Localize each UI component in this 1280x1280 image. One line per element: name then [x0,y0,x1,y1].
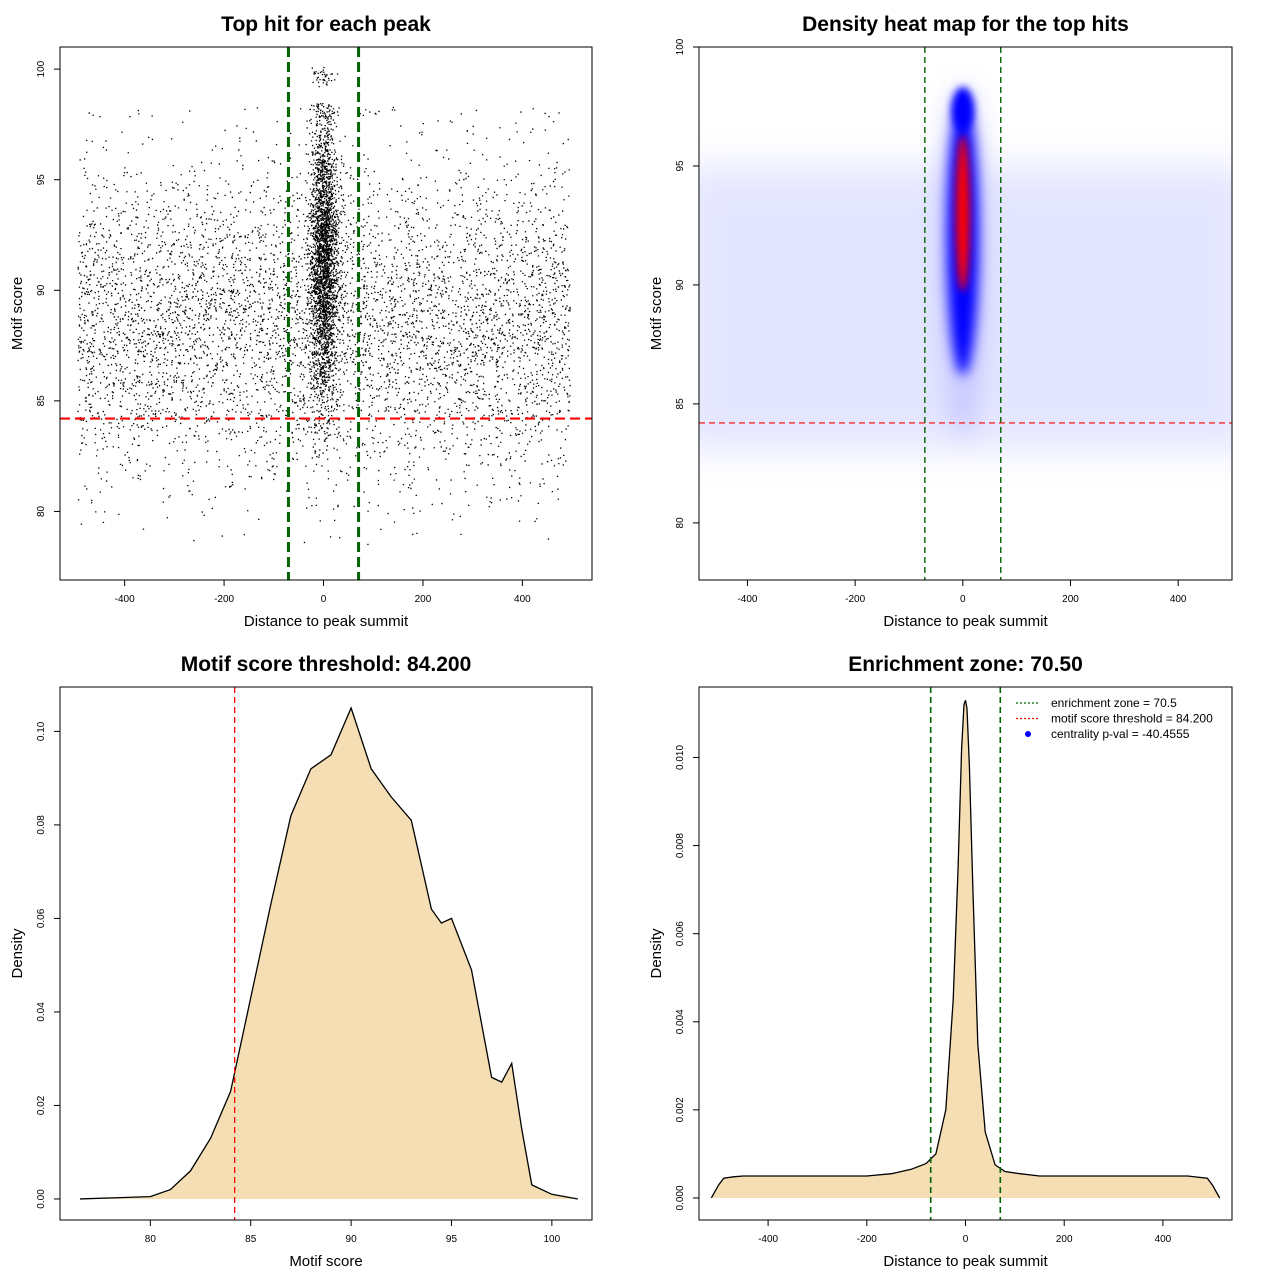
plot-frame [698,46,1233,581]
x-tick-label: -400 [758,1234,778,1245]
y-tick-label: 0.004 [675,1009,686,1034]
y-tick-label: 0.008 [675,833,686,858]
heatmap-core-red [955,135,970,292]
x-tick-label: 0 [321,594,327,605]
x-tick-label: 85 [245,1234,257,1245]
x-tick-label: -200 [857,1234,877,1245]
chart-panel-3: 80 85 90 95 100 0.00 0.02 0.04 0.06 0.08 0.10 Motif… [9,653,593,1270]
y-axis-label: Density [648,928,665,979]
x-tick-label: 400 [1155,1234,1172,1245]
y-tick-label: 0.010 [675,745,686,770]
y-tick-label: 85 [675,398,686,410]
density-fill [80,708,578,1199]
y-tick-label: 0.10 [36,721,47,741]
x-axis-label: Distance to peak summit [883,1253,1048,1270]
legend-label-2: motif score threshold = 84.200 [1051,712,1213,726]
y-tick-label: 0.006 [675,921,686,946]
plot-area [60,47,592,580]
x-tick-label: 95 [446,1234,458,1245]
x-tick-label: 400 [1170,594,1187,605]
y-tick-label: 90 [675,279,686,291]
y-axis-label: Motif score [9,277,26,350]
y-tick-label: 100 [675,38,686,55]
y-tick-label: 0.06 [36,908,47,928]
y-tick-label: 80 [675,517,686,529]
y-tick-label: 100 [36,60,47,77]
density-curve [710,699,1221,1199]
chart-title: Density heat map for the top hits [802,13,1129,36]
chart-panel-2: -400 -200 0 200 400 80 85 90 95 100 Density heat m… [648,13,1233,630]
y-tick-label: 95 [36,174,47,186]
x-tick-label: 90 [346,1234,358,1245]
y-tick-label: 0.002 [675,1097,686,1122]
y-tick-label: 95 [675,160,686,172]
x-tick-label: 200 [1062,594,1079,605]
legend-label-1: enrichment zone = 70.5 [1051,696,1177,710]
y-tick-label: 85 [36,395,47,407]
plot-frame [59,686,593,1221]
chart-title: Motif score threshold: 84.200 [181,653,472,676]
y-tick-label: 0.02 [36,1095,47,1115]
x-axis-label: Motif score [289,1253,362,1270]
y-tick-label: 0.04 [36,1002,47,1022]
chart-title: Top hit for each peak [221,13,431,36]
x-tick-label: -200 [214,594,234,605]
density-curve [80,706,579,1200]
plot-area [710,687,1221,1220]
y-tick-label: 0.08 [36,815,47,835]
x-tick-label: 0 [960,594,966,605]
y-tick-label: 0.000 [675,1185,686,1210]
x-tick-label: -200 [845,594,865,605]
density-fill [711,700,1220,1198]
legend-marker-3 [1025,731,1031,737]
x-tick-label: 400 [514,594,531,605]
x-axis-label: Distance to peak summit [244,613,409,630]
y-tick-label: 0.00 [36,1189,47,1209]
heatmap-top-blob [951,86,974,131]
chart-title: Enrichment zone: 70.50 [848,653,1083,676]
x-tick-label: 200 [415,594,432,605]
plot-area [80,687,579,1220]
chart-panel-1: -400 -200 0 200 400 80 85 90 95 100 Top hit for ea… [9,13,593,630]
x-tick-label: 80 [145,1234,157,1245]
x-tick-label: 100 [544,1234,561,1245]
y-tick-label: 90 [36,284,47,296]
y-axis-label: Density [9,928,26,979]
x-tick-label: -400 [737,594,757,605]
y-axis-label: Motif score [648,277,665,350]
scatter-points [77,66,571,546]
legend: enrichment zone = 70.5 motif score thresh… [1016,696,1213,741]
plot-frame [59,46,593,581]
x-axis-label: Distance to peak summit [883,613,1048,630]
x-tick-label: 0 [963,1234,969,1245]
plot-area [699,47,1232,580]
x-tick-label: 200 [1056,1234,1073,1245]
chart-panel-4: -400 -200 0 200 400 0.000 0.002 0.004 0.006 0.008… [648,653,1233,1270]
legend-label-3: centrality p-val = -40.4555 [1051,727,1190,741]
x-tick-label: -400 [115,594,135,605]
y-tick-label: 80 [36,505,47,517]
